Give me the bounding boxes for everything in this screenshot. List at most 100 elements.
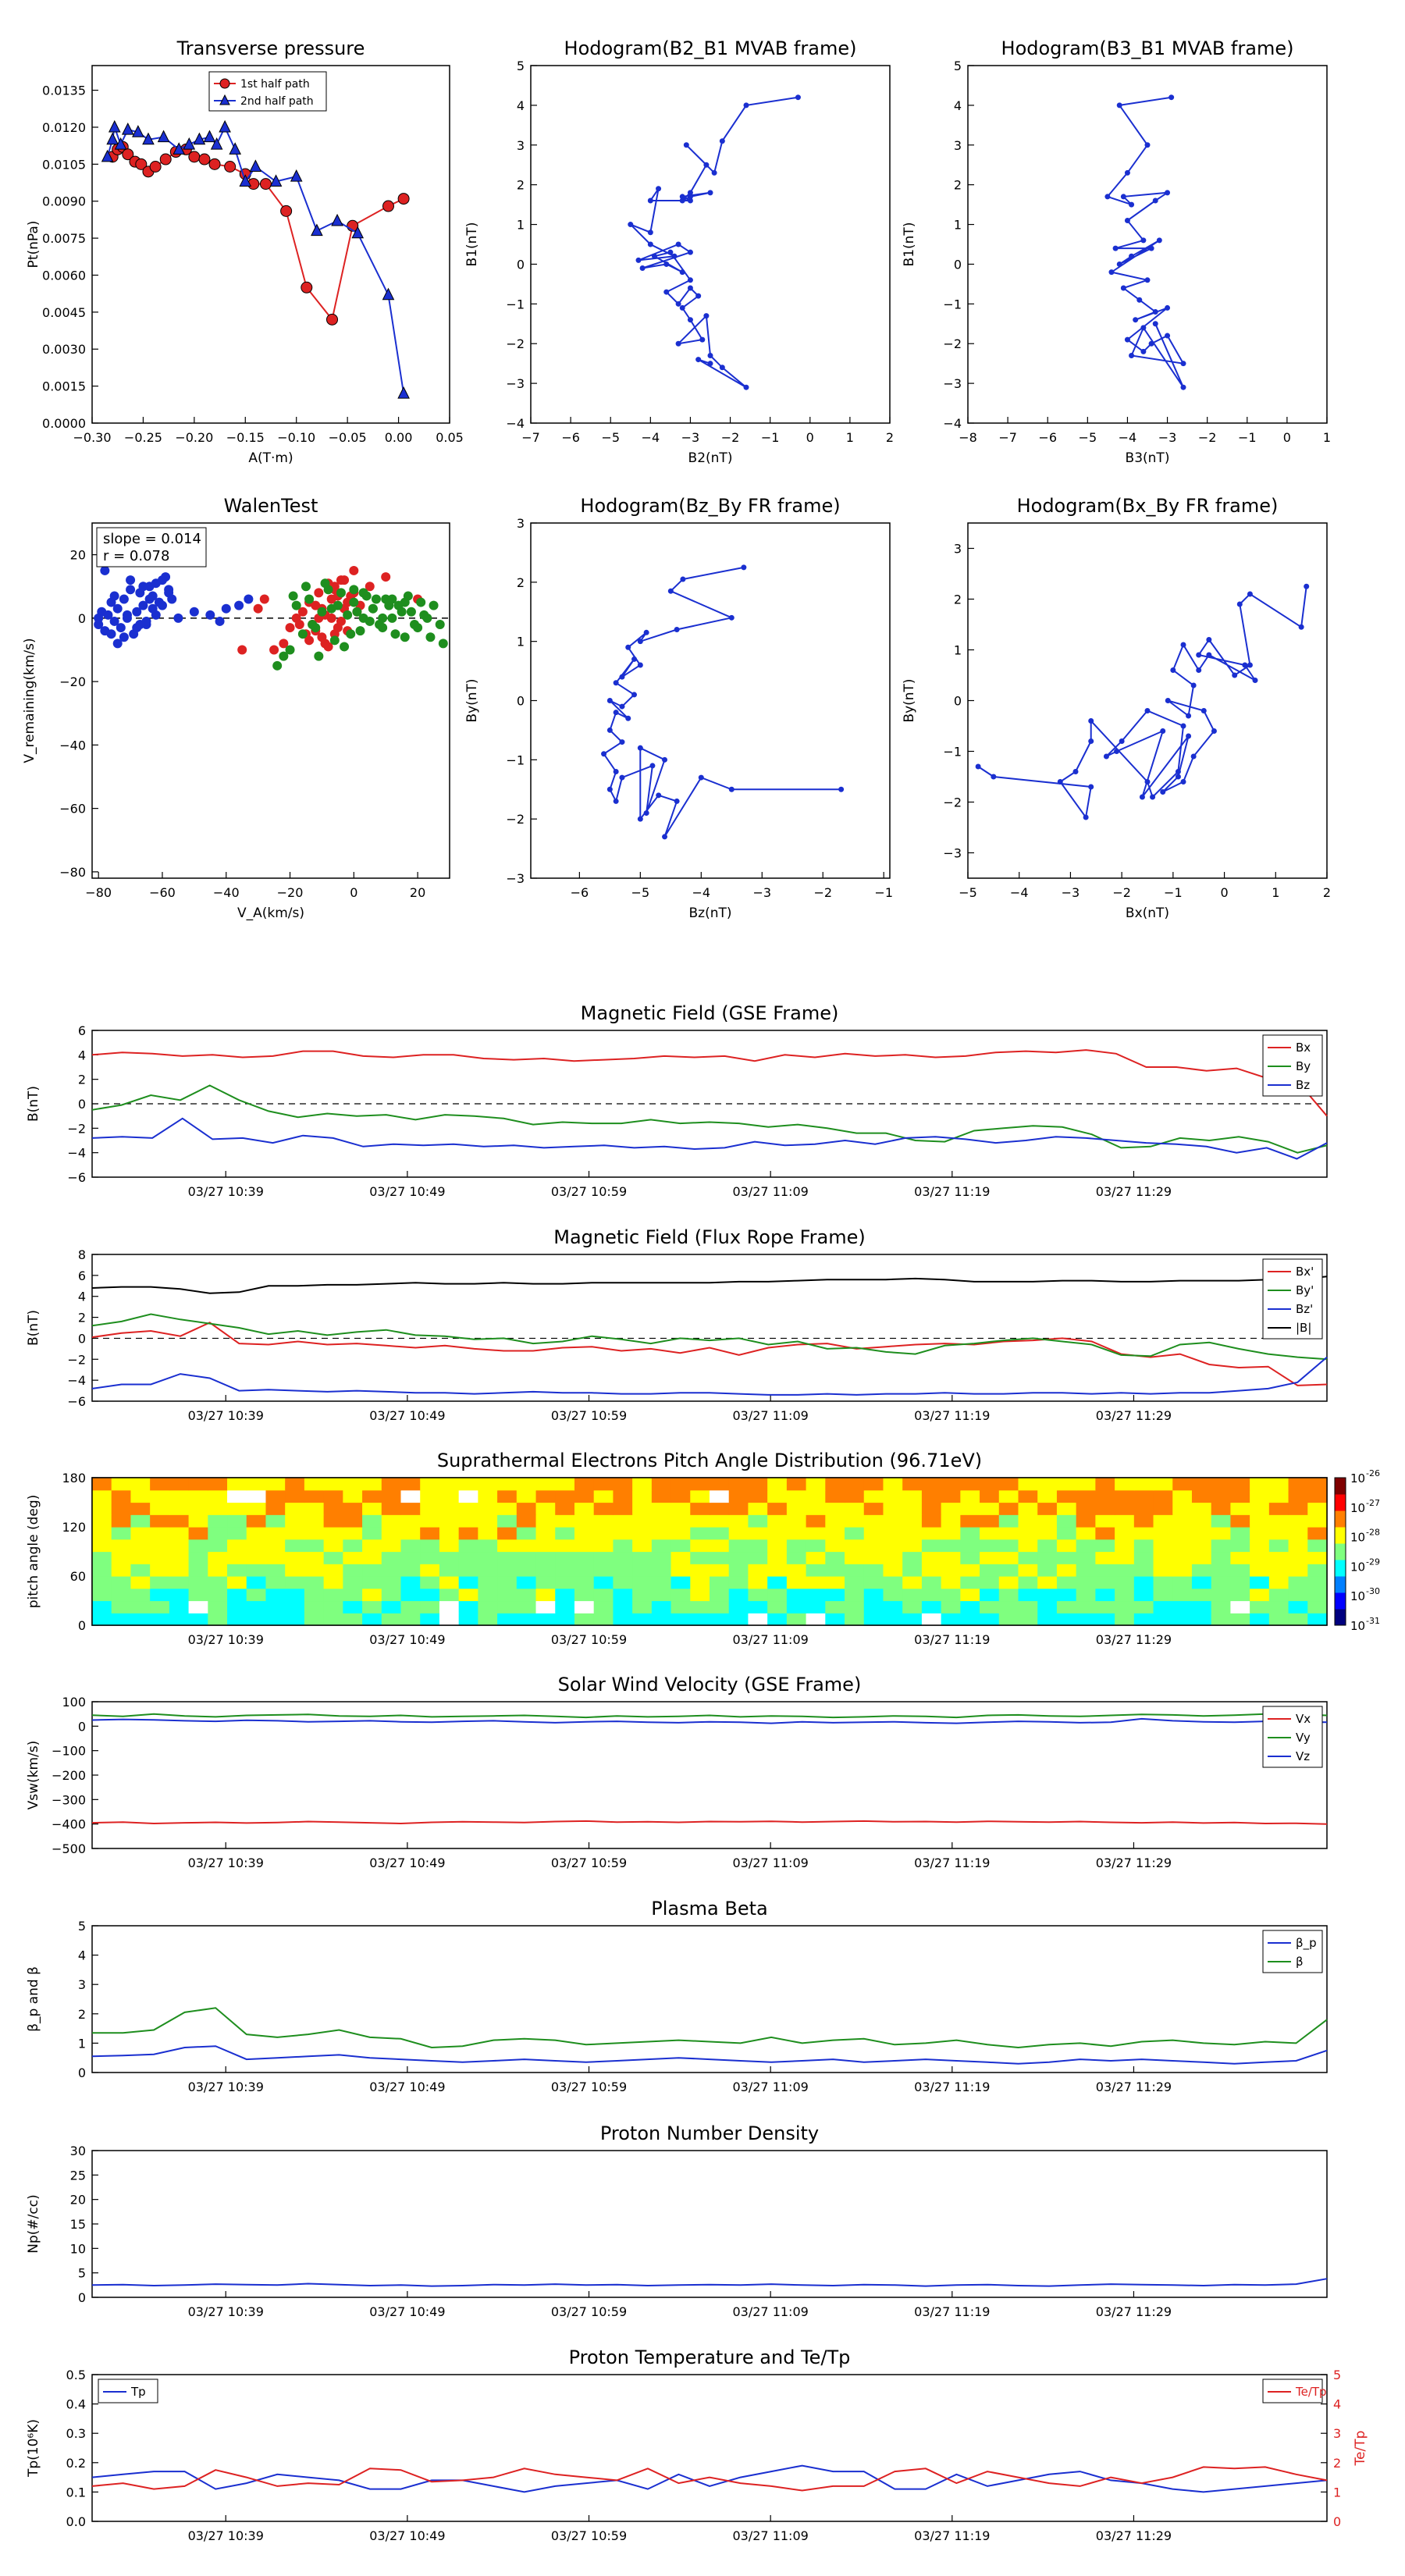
data-point [683,142,689,148]
x-tick-label: −5 [1079,430,1097,445]
heatmap-cell [574,1600,595,1614]
heatmap-cell [497,1588,518,1602]
heatmap-cell [941,1551,961,1564]
data-point [1236,601,1243,607]
data-point [425,632,436,642]
heatmap-cell [863,1551,884,1564]
heatmap-cell [400,1502,421,1515]
data-point [619,739,625,745]
heatmap-cell [150,1539,170,1553]
data-point [355,626,365,636]
heatmap-cell [767,1539,788,1553]
x-tick-label: −4 [642,430,660,445]
data-point [1088,784,1094,790]
h1-panel: Hodogram(B2_B1 MVAB frame) −4 −3 −2 −1 0 1 2 3 4 5… [464,37,894,466]
series-line-Bx [91,1049,1328,1117]
heatmap-cell [690,1613,710,1626]
y-tick-label: 2 [517,178,525,193]
heatmap-cell [458,1551,478,1564]
heatmap-cell [285,1600,305,1614]
data-point [205,610,215,620]
heatmap-cell [1153,1600,1173,1614]
heatmap-cell [343,1613,363,1626]
heatmap-cell [555,1588,575,1602]
slope-annotation: slope = 0.014 [103,531,201,547]
heatmap-cell [208,1613,228,1626]
y-tick-label: 0 [78,611,86,626]
heatmap-cell [632,1514,653,1528]
x-tick-label: −5 [601,430,620,445]
heatmap-cell [478,1600,498,1614]
data-point [314,588,324,598]
vsw-panel: Solar Wind Velocity (GSE Frame) −500 −400 −… [26,1674,1328,1870]
y-tick-label: 4 [1333,2397,1341,2412]
data-point [1144,708,1151,713]
heatmap-cell [1307,1600,1328,1614]
heatmap-cell [921,1478,942,1491]
heatmap-cell [786,1551,807,1564]
np-frame [91,2150,1328,2298]
heatmap-cell [111,1600,132,1614]
colorbar-tick-exponent: -27 [1366,1498,1380,1508]
heatmap-cell [1288,1478,1308,1491]
data-point [656,186,662,192]
heatmap-cell [786,1588,807,1602]
colorbar-tick-exponent: -28 [1366,1528,1380,1538]
heatmap-cell [1268,1564,1289,1577]
heatmap-cell [1037,1527,1058,1540]
heatmap-cell [304,1588,325,1602]
data-point [368,603,378,614]
data-point [991,774,997,780]
heatmap-cell [130,1502,151,1515]
data-point [304,635,315,646]
heatmap-cell [710,1489,730,1503]
heatmap-cell [323,1489,343,1503]
y-tick-label: 60 [70,1569,86,1584]
heatmap-cell [1076,1600,1096,1614]
time-tick-label: 03/27 10:39 [188,1184,264,1199]
data-point [613,769,619,774]
y-tick-label: 4 [517,98,525,113]
heatmap-cell [227,1502,247,1515]
heatmap-cell [227,1539,247,1553]
heatmap-cell [92,1514,112,1528]
heatmap-cell [111,1489,132,1503]
data-point [297,607,308,617]
heatmap-cell [1095,1478,1115,1491]
heatmap-cell [1133,1502,1154,1515]
heatmap-cell [265,1502,286,1515]
time-tick-label: 03/27 11:09 [733,1184,809,1199]
heatmap-cell [150,1478,170,1491]
heatmap-cell [516,1600,537,1614]
y-tick-label: −4 [943,416,962,431]
heatmap-cell [921,1551,942,1564]
x-tick-label: −60 [149,885,176,900]
heatmap-cell [208,1478,228,1491]
heatmap-cell [420,1514,440,1528]
time-tick-label: 03/27 11:29 [1096,1184,1172,1199]
heatmap-cell [980,1600,1000,1614]
data-point [1148,340,1154,347]
heatmap-cell [400,1551,421,1564]
heatmap-cell [980,1514,1000,1528]
data-point [687,317,693,323]
colorbar-tick-exponent: -29 [1366,1557,1380,1567]
heatmap-cell [1133,1564,1154,1577]
y-tick-label: 0.0030 [42,342,86,357]
x-tick-label: −6 [561,430,580,445]
data-point [397,386,410,399]
heatmap-cell [458,1478,478,1491]
heatmap-cell [304,1478,325,1491]
data-point [728,614,735,621]
heatmap-cell [1133,1576,1154,1589]
heatmap-cell [574,1489,595,1503]
x-tick-label: −20 [277,885,304,900]
temp-title: Proton Temperature and Te/Tp [569,2347,851,2368]
heatmap-cell [1115,1613,1135,1626]
y-axis-label: Te/Tp [1353,2431,1368,2467]
heatmap-cell [304,1514,325,1528]
time-tick-label: 03/27 11:29 [1096,1408,1172,1423]
x-tick-label: −1 [1238,430,1257,445]
data-point [675,241,681,247]
heatmap-cell [1153,1527,1173,1540]
